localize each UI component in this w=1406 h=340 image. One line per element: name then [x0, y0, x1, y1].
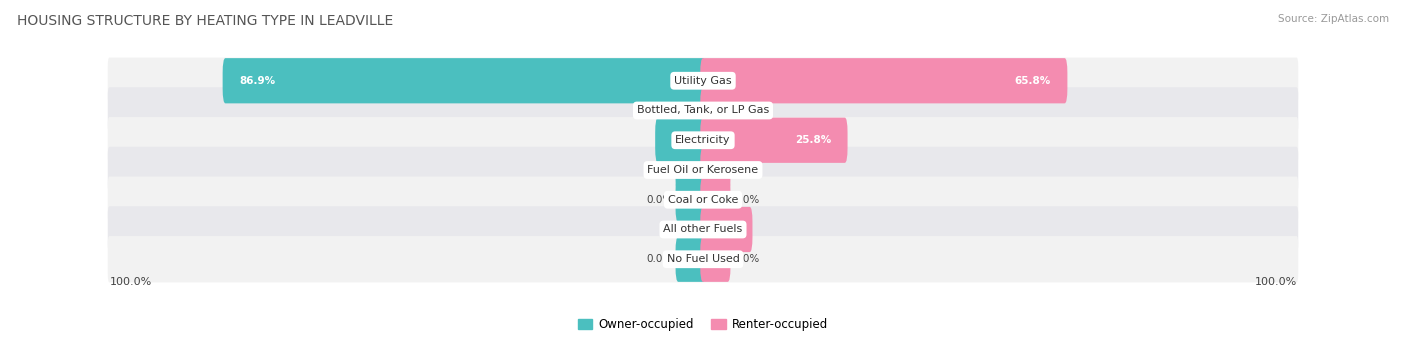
- Text: 0.0%: 0.0%: [647, 195, 672, 205]
- Text: Source: ZipAtlas.com: Source: ZipAtlas.com: [1278, 14, 1389, 23]
- FancyBboxPatch shape: [700, 148, 731, 192]
- FancyBboxPatch shape: [108, 117, 1298, 164]
- FancyBboxPatch shape: [686, 88, 706, 133]
- Text: 100.0%: 100.0%: [110, 277, 152, 287]
- Text: 2.5%: 2.5%: [703, 105, 733, 116]
- FancyBboxPatch shape: [675, 148, 706, 192]
- Text: Utility Gas: Utility Gas: [675, 76, 731, 86]
- Legend: Owner-occupied, Renter-occupied: Owner-occupied, Renter-occupied: [574, 313, 832, 336]
- FancyBboxPatch shape: [222, 58, 706, 103]
- Text: 0.0%: 0.0%: [647, 254, 672, 264]
- FancyBboxPatch shape: [700, 207, 752, 252]
- FancyBboxPatch shape: [108, 176, 1298, 223]
- FancyBboxPatch shape: [108, 147, 1298, 193]
- FancyBboxPatch shape: [108, 236, 1298, 283]
- FancyBboxPatch shape: [688, 207, 706, 252]
- Text: 8.2%: 8.2%: [672, 135, 700, 145]
- Text: 0.0%: 0.0%: [734, 105, 759, 116]
- FancyBboxPatch shape: [700, 177, 731, 222]
- FancyBboxPatch shape: [108, 57, 1298, 104]
- Text: 0.0%: 0.0%: [647, 165, 672, 175]
- Text: All other Fuels: All other Fuels: [664, 224, 742, 235]
- FancyBboxPatch shape: [700, 118, 848, 163]
- FancyBboxPatch shape: [655, 118, 706, 163]
- Text: 2.4%: 2.4%: [703, 224, 733, 235]
- Text: 25.8%: 25.8%: [794, 135, 831, 145]
- Text: 0.0%: 0.0%: [734, 165, 759, 175]
- FancyBboxPatch shape: [108, 87, 1298, 134]
- FancyBboxPatch shape: [700, 88, 731, 133]
- Text: HOUSING STRUCTURE BY HEATING TYPE IN LEADVILLE: HOUSING STRUCTURE BY HEATING TYPE IN LEA…: [17, 14, 394, 28]
- Text: Electricity: Electricity: [675, 135, 731, 145]
- FancyBboxPatch shape: [700, 237, 731, 282]
- Text: Bottled, Tank, or LP Gas: Bottled, Tank, or LP Gas: [637, 105, 769, 116]
- FancyBboxPatch shape: [108, 206, 1298, 253]
- FancyBboxPatch shape: [700, 58, 1067, 103]
- Text: No Fuel Used: No Fuel Used: [666, 254, 740, 264]
- Text: Coal or Coke: Coal or Coke: [668, 195, 738, 205]
- Text: 86.9%: 86.9%: [239, 76, 276, 86]
- Text: 8.5%: 8.5%: [707, 224, 735, 235]
- Text: 0.0%: 0.0%: [734, 195, 759, 205]
- FancyBboxPatch shape: [675, 237, 706, 282]
- Text: 65.8%: 65.8%: [1015, 76, 1050, 86]
- Text: 0.0%: 0.0%: [734, 254, 759, 264]
- Text: 100.0%: 100.0%: [1254, 277, 1296, 287]
- FancyBboxPatch shape: [675, 177, 706, 222]
- Text: Fuel Oil or Kerosene: Fuel Oil or Kerosene: [647, 165, 759, 175]
